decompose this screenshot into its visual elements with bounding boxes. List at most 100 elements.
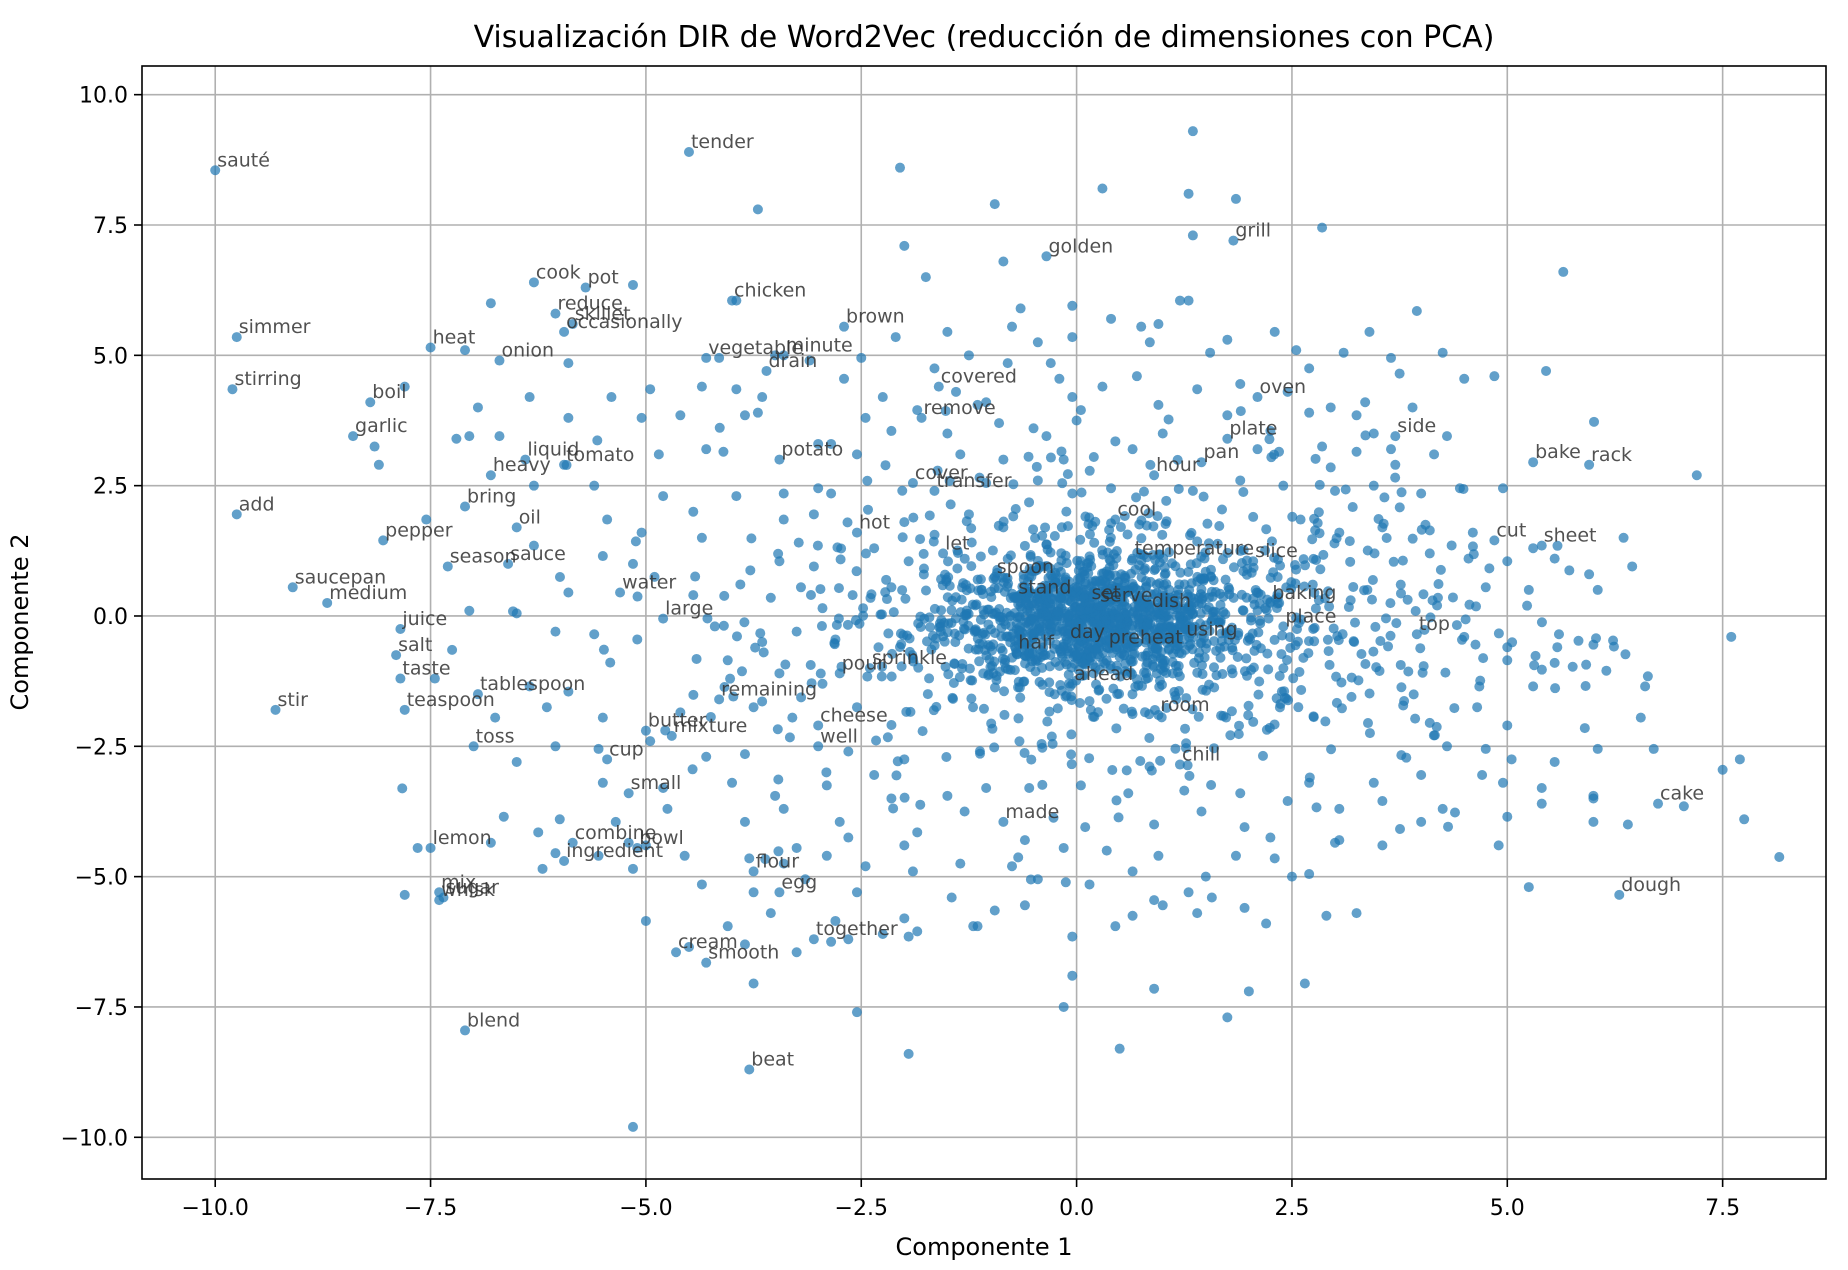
data-point (1032, 475, 1043, 486)
data-point (881, 574, 892, 585)
data-point (757, 392, 768, 403)
data-point (765, 908, 776, 919)
data-point (851, 702, 862, 713)
data-point (1225, 730, 1236, 741)
data-point (843, 746, 854, 757)
data-point (1497, 777, 1508, 788)
data-point (1446, 540, 1457, 551)
data-point (929, 485, 940, 496)
data-point (683, 147, 694, 158)
data-point (1104, 536, 1115, 547)
point-label: covered (941, 366, 1017, 388)
data-point (1222, 547, 1233, 558)
data-point (1163, 644, 1174, 655)
data-point (378, 535, 389, 546)
data-point (770, 790, 781, 801)
data-point (1472, 702, 1483, 713)
x-axis-label: Componente 1 (896, 1233, 1073, 1261)
data-point (791, 626, 802, 637)
data-point (589, 480, 600, 491)
data-point (395, 624, 406, 635)
data-point (968, 921, 979, 932)
data-point (287, 582, 298, 593)
data-point (1691, 470, 1702, 481)
data-point (942, 790, 953, 801)
data-point (679, 850, 690, 861)
data-point (1269, 634, 1280, 645)
data-point (1002, 573, 1013, 584)
point-label: liquid (527, 439, 579, 461)
data-point (1253, 689, 1264, 700)
data-point (1114, 688, 1125, 699)
data-point (1138, 625, 1149, 636)
data-point (718, 620, 729, 631)
data-point (826, 488, 837, 499)
data-point (1326, 744, 1337, 755)
data-point (1249, 645, 1260, 656)
data-point (1019, 540, 1030, 551)
data-point (1377, 840, 1388, 851)
data-point (1734, 754, 1745, 765)
data-point (1407, 402, 1418, 413)
data-point (1149, 895, 1160, 906)
data-point (984, 604, 995, 615)
data-point (1136, 321, 1147, 332)
data-point (1041, 610, 1052, 621)
point-label: egg (781, 871, 817, 893)
data-point (1047, 581, 1058, 592)
data-point (1205, 347, 1216, 358)
data-point (671, 947, 682, 958)
data-point (1041, 431, 1052, 442)
data-point (969, 625, 980, 636)
data-point (778, 350, 789, 361)
data-point (627, 279, 638, 290)
data-point (1459, 631, 1470, 642)
data-point (1375, 636, 1386, 647)
data-point (722, 655, 733, 666)
data-point (1161, 516, 1172, 527)
data-point (758, 647, 769, 658)
data-point (1127, 709, 1138, 720)
data-point (550, 848, 561, 859)
data-point (1170, 743, 1181, 754)
data-point (627, 863, 638, 874)
data-point (1161, 495, 1172, 506)
data-point (748, 866, 759, 877)
data-point (915, 799, 926, 810)
x-tick-label: −5.0 (619, 1196, 672, 1221)
data-point (1348, 581, 1359, 592)
data-point (1395, 579, 1406, 590)
data-point (1119, 511, 1130, 522)
point-label: mixture (674, 715, 748, 737)
data-point (1318, 549, 1329, 560)
data-point (1067, 931, 1078, 942)
data-point (966, 537, 977, 548)
point-label: saucepan (295, 566, 386, 588)
data-point (1263, 613, 1274, 624)
data-point (931, 701, 942, 712)
data-point (533, 827, 544, 838)
point-label: let (945, 532, 969, 554)
data-point (760, 854, 771, 865)
data-point (1066, 662, 1077, 673)
data-point (1493, 628, 1504, 639)
data-point (886, 793, 897, 804)
data-point (1558, 266, 1569, 277)
data-point (966, 561, 977, 572)
data-point (1397, 555, 1408, 566)
data-point (1153, 710, 1164, 721)
data-point (787, 712, 798, 723)
data-point (773, 548, 784, 559)
data-point (897, 485, 908, 496)
data-point (227, 384, 238, 395)
data-point (1067, 332, 1078, 343)
data-point (1336, 677, 1347, 688)
data-point (714, 352, 725, 363)
data-point (1181, 693, 1192, 704)
data-point (728, 691, 739, 702)
y-axis-label: Componente 2 (6, 534, 34, 711)
data-point (1333, 635, 1344, 646)
data-point (399, 381, 410, 392)
data-point (1067, 970, 1078, 981)
data-point (1437, 347, 1448, 358)
